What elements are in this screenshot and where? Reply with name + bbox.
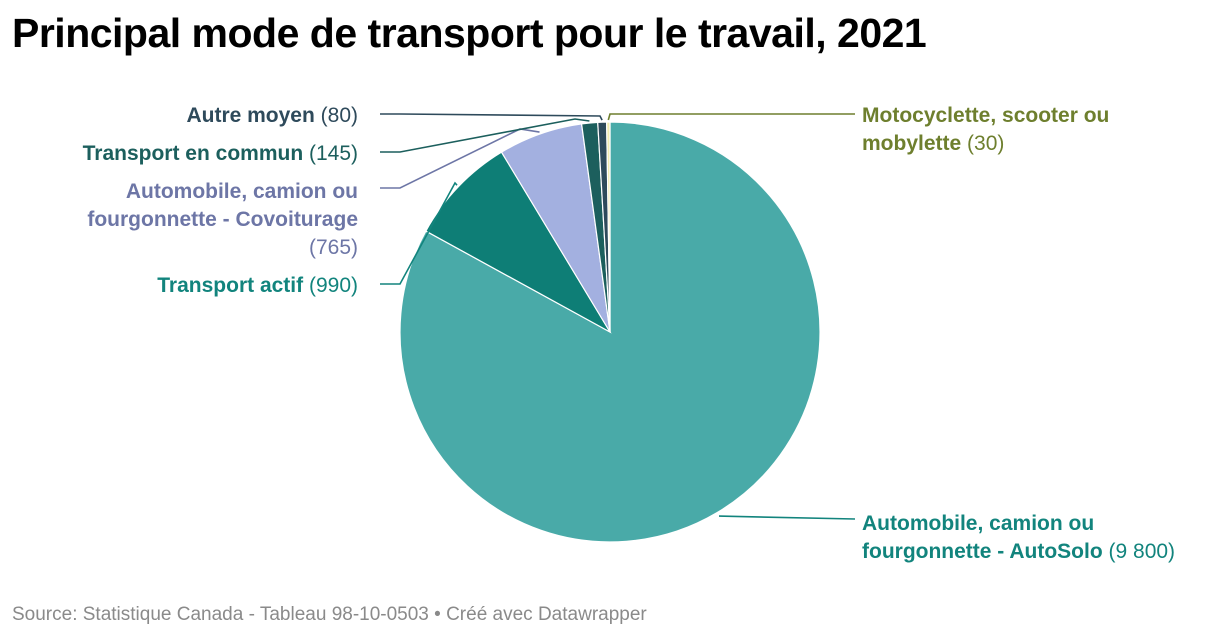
slice-label-automobile-camion-ou-fourgonnette-covoiturage: Automobile, camion ou fourgonnette - Covo… [87,180,358,259]
leader-line-transport-en-commun [380,118,590,153]
pie-slice-transport-actif [425,151,612,334]
leader-line-motocyclette-scooter-ou-mobylette [607,113,855,121]
leader-line-autre-moyen [380,113,603,121]
slice-label-transport-en-commun: Transport en commun (145) [83,142,358,165]
chart-title: Principal mode de transport pour le trav… [12,10,927,56]
chart-source: Source: Statistique Canada - Tableau 98-… [12,604,647,625]
leader-line-automobile-camion-ou-fourgonnette-covoiturage [380,128,540,189]
slice-label-transport-actif: Transport actif (990) [157,274,358,297]
slice-label-automobile-camion-ou-fourgonnette-autosolo: Automobile, camion ou fourgonnette - Auto… [862,512,1175,563]
pie-chart: Automobile, camion ou fourgonnette - Auto… [83,104,1175,563]
leader-line-automobile-camion-ou-fourgonnette-autosolo [718,515,856,520]
slice-label-motocyclette-scooter-ou-mobylette: Motocyclette, scooter ou mobylette (30) [862,104,1109,155]
pie-slice-motocyclette-scooter-ou-mobylette [606,121,611,333]
leader-line-transport-actif [380,181,458,285]
slice-label-autre-moyen: Autre moyen (80) [186,104,358,127]
